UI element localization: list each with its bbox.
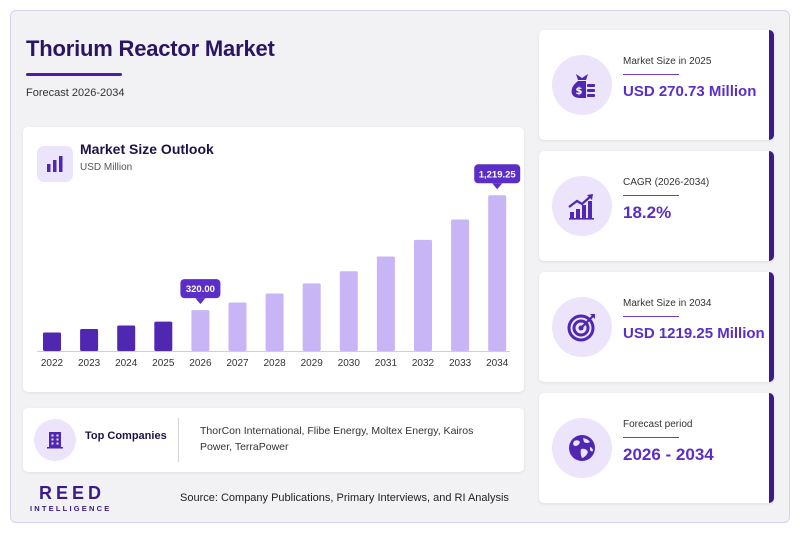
target-icon [552,297,612,357]
building-icon [34,419,76,461]
stat-card-market-size-2025: $ Market Size in 2025 USD 270.73 Million [539,30,774,140]
bar-2025 [154,321,173,351]
stat-label: Forecast period [623,419,693,430]
stat-label: Market Size in 2025 [623,56,712,67]
globe-icon [552,418,612,478]
page-title: Thorium Reactor Market [26,36,275,61]
bar-chart: 2022 2023 2024 2025 2026 2027 2028 2029 2030 2031… [37,164,521,369]
stat-label: Market Size in 2034 [623,298,712,309]
bar-2028 [265,293,284,351]
callout-pointer [492,183,503,190]
x-tick-label: 2023 [78,358,101,369]
divider [178,418,179,462]
chart-title: Market Size Outlook [80,141,214,157]
callout-2034: 1,219.25 [474,164,521,190]
stat-value: 18.2% [623,203,672,222]
stat-rule [623,74,679,75]
stat-rule [623,437,679,438]
top-companies-list: ThorCon International, Flibe Energy, Mol… [200,425,474,453]
x-tick-label: 2027 [226,358,249,369]
stat-rule [623,195,679,196]
data-label: 320.00 [186,284,215,295]
bar-2032 [414,239,432,351]
x-tick-label: 2033 [449,358,472,369]
stat-value: USD 1219.25 Million [623,325,765,342]
callout-2026: 320.00 [180,279,221,305]
money-bag-icon: $ [552,55,612,115]
bar-2024 [117,325,136,351]
bar-2022 [43,332,61,351]
x-tick-label: 2025 [152,358,175,369]
x-tick-label: 2028 [263,358,286,369]
page-subtitle: Forecast 2026-2034 [26,87,125,99]
callout-box [474,164,521,184]
stat-rule [623,316,679,317]
stat-value: 2026 - 2034 [623,445,714,464]
growth-chart-icon [552,176,612,236]
bar-2033 [451,219,470,351]
bar-2023 [80,329,99,351]
x-tick-label: 2032 [412,358,435,369]
x-tick-label: 2026 [189,358,212,369]
source-note: Source: Company Publications, Primary In… [180,492,509,504]
stat-card-market-size-2034: Market Size in 2034 USD 1219.25 Million [539,272,774,382]
logo-wordmark: REED [39,483,106,503]
x-tick-label: 2029 [301,358,324,369]
x-tick-label: 2022 [41,358,64,369]
chart-unit: USD Million [80,162,133,173]
x-tick-label: 2031 [375,358,398,369]
market-size-chart-card: 2022 2023 2024 2025 2026 2027 2028 2029 2030 2031… [23,127,524,392]
svg-text:$: $ [576,86,583,97]
stat-card-cagr: CAGR (2026-2034) 18.2% [539,151,774,261]
stat-card-forecast-period: Forecast period 2026 - 2034 [539,393,774,503]
x-tick-label: 2024 [115,358,138,369]
bar-chart-icon [37,146,73,182]
title-underline [26,73,122,76]
callout-pointer [195,298,206,305]
stat-value: USD 270.73 Million [623,83,757,100]
logo-tagline: INTELLIGENCE [30,504,112,513]
top-companies-card: Top Companies ThorCon International, Fli… [23,408,524,472]
stat-label: CAGR (2026-2034) [623,177,710,188]
x-tick-label: 2034 [486,358,509,369]
top-companies-label: Top Companies [85,430,167,442]
bar-2029 [302,283,321,351]
bar-2027 [228,302,247,351]
bar-2031 [376,256,395,351]
callout-box [180,279,221,299]
bar-2034 [488,195,507,351]
bar-2030 [339,271,358,351]
bar-2026 [191,310,210,351]
data-label: 1,219.25 [479,169,517,180]
x-tick-label: 2030 [338,358,361,369]
